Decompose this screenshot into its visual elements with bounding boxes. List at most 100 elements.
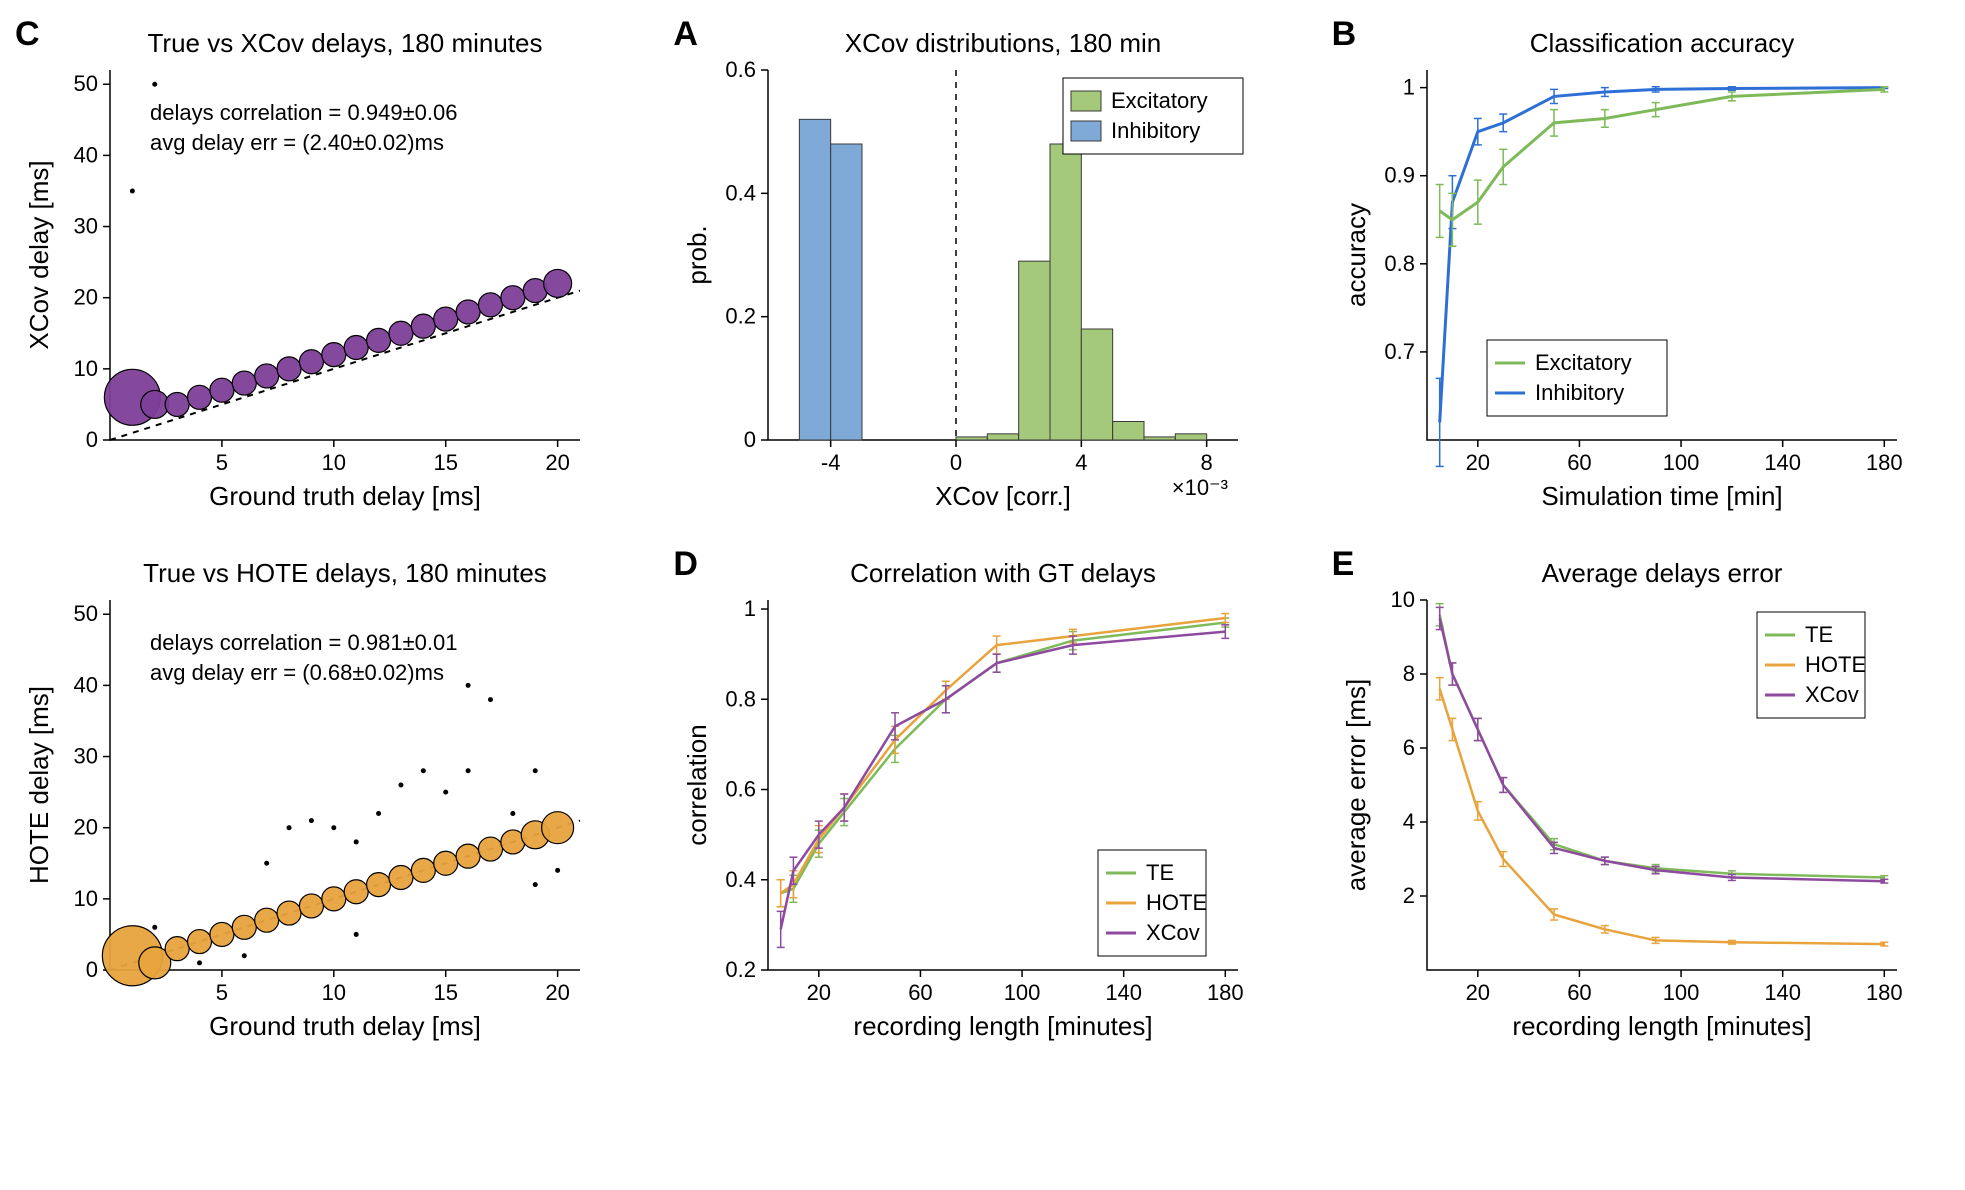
y-tick: 2 [1402, 883, 1414, 908]
scatter-point [322, 343, 346, 367]
x-tick: 20 [1465, 450, 1489, 475]
x-tick: 15 [433, 450, 457, 475]
outlier-point [466, 768, 471, 773]
y-tick: 20 [74, 285, 98, 310]
scatter-point [434, 307, 458, 331]
panel-a: A XCov distributions, 180 minXCov [corr.… [678, 20, 1286, 520]
y-tick: 0 [744, 427, 756, 452]
y-tick: 0.6 [726, 57, 757, 82]
x-tick: 60 [909, 980, 933, 1005]
panel-e-chart: Average delays errorrecording length [mi… [1337, 550, 1917, 1050]
outlier-point [197, 960, 202, 965]
x-tick: 20 [545, 450, 569, 475]
x-tick: 100 [1004, 980, 1041, 1005]
y-axis-label: average error [ms] [1341, 679, 1371, 891]
legend-label: TE [1146, 860, 1174, 885]
scatter-point [344, 880, 368, 904]
y-tick: 0 [86, 957, 98, 982]
x-tick: 5 [216, 450, 228, 475]
legend-label: XCov [1146, 920, 1200, 945]
hist-bar-excitatory [1176, 434, 1207, 440]
legend-label: HOTE [1146, 890, 1207, 915]
y-tick: 0.7 [1384, 339, 1415, 364]
legend-label: HOTE [1805, 652, 1866, 677]
scatter-point [165, 937, 189, 961]
y-tick: 8 [1402, 661, 1414, 686]
y-tick: 40 [74, 672, 98, 697]
scatter-point [478, 837, 502, 861]
outlier-point [533, 882, 538, 887]
legend-label: TE [1805, 622, 1833, 647]
scatter-point [188, 385, 212, 409]
scatter-point [277, 901, 301, 925]
hist-bar-excitatory [1019, 261, 1050, 440]
outlier-point [398, 783, 403, 788]
hist-bar-excitatory [1144, 437, 1175, 440]
y-tick: 40 [74, 142, 98, 167]
outlier-point [488, 697, 493, 702]
scatter-point [389, 866, 413, 890]
annotation-corr: delays correlation = 0.949±0.06 [150, 100, 457, 125]
x-axis-label: Ground truth delay [ms] [209, 1011, 481, 1041]
panel-d-chart: Correlation with GT delaysrecording leng… [678, 550, 1258, 1050]
panel-d-label: D [673, 545, 698, 584]
outlier-point [354, 932, 359, 937]
y-axis-label: XCov delay [ms] [24, 160, 54, 349]
hist-bar-excitatory [1113, 422, 1144, 441]
x-tick: 100 [1662, 980, 1699, 1005]
y-axis-label: accuracy [1341, 203, 1371, 307]
panel-c1-chart: True vs XCov delays, 180 minutesGround t… [20, 20, 600, 520]
x-tick: 100 [1662, 450, 1699, 475]
y-axis-label: correlation [682, 724, 712, 845]
scatter-point [456, 300, 480, 324]
y-tick: 30 [74, 214, 98, 239]
x-scale-suffix: ×10⁻³ [1172, 475, 1228, 500]
x-tick: 180 [1866, 450, 1903, 475]
y-tick: 0.4 [726, 180, 757, 205]
scatter-point [232, 915, 256, 939]
y-tick: 0.4 [726, 867, 757, 892]
hist-bar-excitatory [956, 437, 987, 440]
y-axis-label: HOTE delay [ms] [24, 686, 54, 884]
outlier-point [152, 925, 157, 930]
scatter-point [299, 894, 323, 918]
y-tick: 0.2 [726, 304, 757, 329]
chart-title: XCov distributions, 180 min [845, 28, 1161, 58]
y-tick: 1 [744, 596, 756, 621]
panel-c: C True vs XCov delays, 180 minutesGround… [20, 20, 628, 1050]
outlier-point [354, 839, 359, 844]
panel-c2-chart: True vs HOTE delays, 180 minutesGround t… [20, 550, 600, 1050]
legend-label: Excitatory [1111, 88, 1208, 113]
outlier-point [466, 683, 471, 688]
outlier-point [533, 768, 538, 773]
outlier-point [331, 825, 336, 830]
outlier-point [443, 790, 448, 795]
chart-title: Classification accuracy [1529, 28, 1793, 58]
x-tick: 180 [1207, 980, 1244, 1005]
x-tick: 8 [1201, 450, 1213, 475]
x-axis-label: XCov [corr.] [935, 481, 1071, 511]
y-tick: 10 [1390, 587, 1414, 612]
panel-e-label: E [1332, 545, 1355, 584]
scatter-point [344, 336, 368, 360]
x-tick: 10 [322, 980, 346, 1005]
x-tick: 15 [433, 980, 457, 1005]
scatter-point [210, 922, 234, 946]
hist-bar-inhibitory [800, 119, 831, 440]
x-axis-label: Simulation time [min] [1541, 481, 1782, 511]
panel-c-label: C [15, 15, 40, 54]
x-tick: 140 [1764, 980, 1801, 1005]
y-tick: 0.6 [726, 777, 757, 802]
x-tick: 5 [216, 980, 228, 1005]
scatter-point [210, 378, 234, 402]
scatter-point [277, 357, 301, 381]
y-tick: 1 [1402, 75, 1414, 100]
x-tick: 20 [807, 980, 831, 1005]
annotation-err: avg delay err = (0.68±0.02)ms [150, 660, 444, 685]
scatter-point [456, 844, 480, 868]
outlier-point [421, 768, 426, 773]
legend-label: Excitatory [1535, 350, 1632, 375]
legend-label: XCov [1805, 682, 1859, 707]
annotation-err: avg delay err = (2.40±0.02)ms [150, 130, 444, 155]
y-tick: 0.8 [726, 686, 757, 711]
